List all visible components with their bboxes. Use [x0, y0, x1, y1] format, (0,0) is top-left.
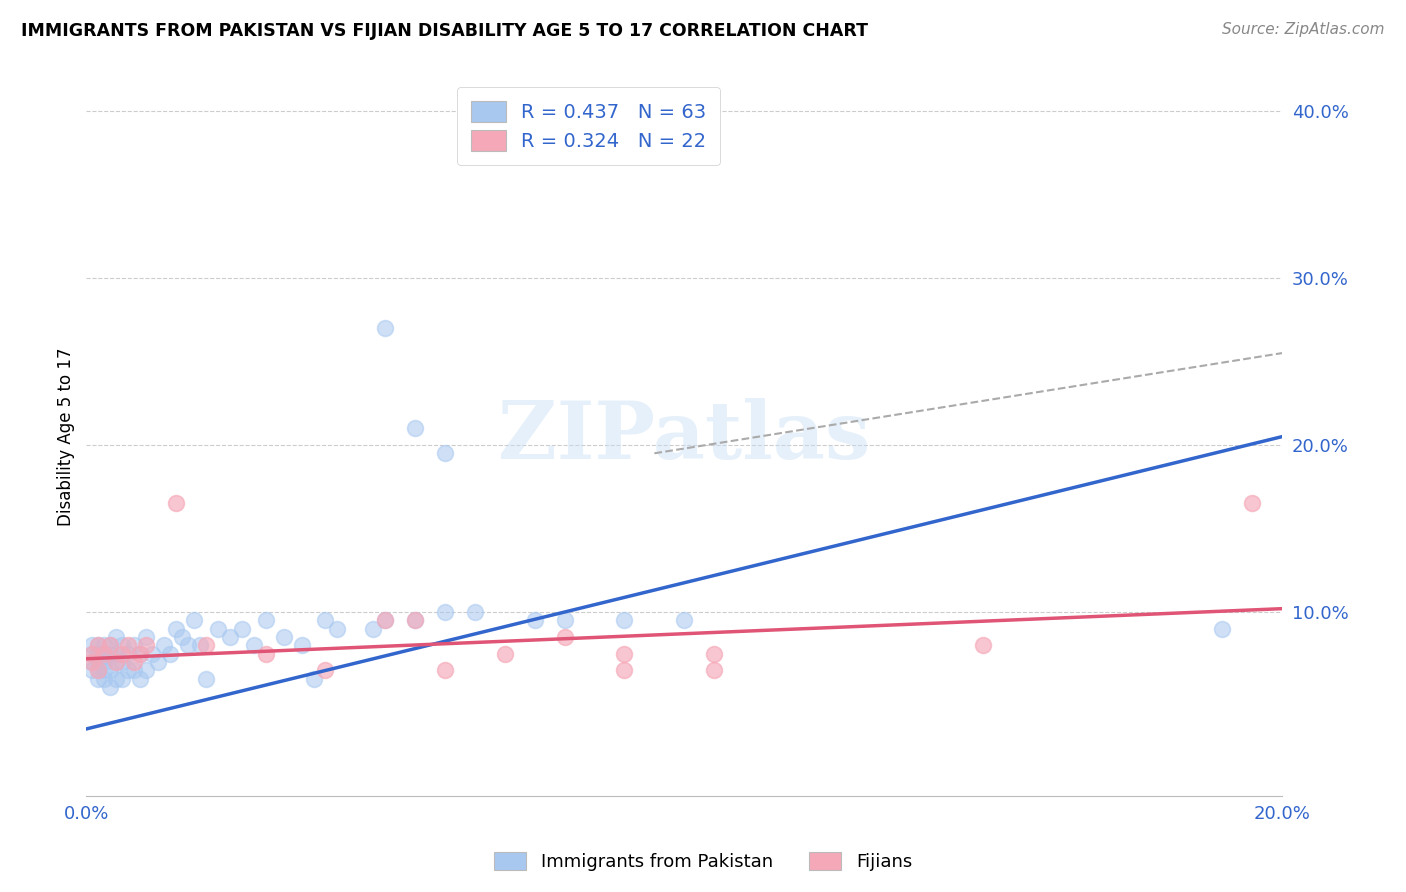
Point	[135, 630, 157, 644]
Point	[434, 605, 457, 619]
Text: IMMIGRANTS FROM PAKISTAN VS FIJIAN DISABILITY AGE 5 TO 17 CORRELATION CHART: IMMIGRANTS FROM PAKISTAN VS FIJIAN DISAB…	[21, 22, 868, 40]
Point	[93, 639, 115, 653]
Point	[117, 647, 139, 661]
Point	[82, 647, 104, 661]
Legend: R = 0.437   N = 63, R = 0.324   N = 22: R = 0.437 N = 63, R = 0.324 N = 22	[457, 87, 720, 164]
Point	[87, 664, 110, 678]
Point	[188, 639, 211, 653]
Point	[434, 664, 457, 678]
Point	[93, 664, 115, 678]
Point	[82, 647, 104, 661]
Point	[98, 647, 121, 661]
Point	[82, 655, 104, 669]
Point	[404, 421, 426, 435]
Point	[183, 613, 205, 627]
Point	[105, 655, 128, 669]
Point	[93, 672, 115, 686]
Point	[129, 647, 152, 661]
Point	[82, 639, 104, 653]
Point	[242, 639, 264, 653]
Point	[87, 647, 110, 661]
Text: ZIPatlas: ZIPatlas	[498, 398, 870, 475]
Point	[374, 613, 396, 627]
Point	[374, 321, 396, 335]
Point	[105, 655, 128, 669]
Point	[111, 655, 134, 669]
Point	[98, 664, 121, 678]
Point	[93, 655, 115, 669]
Point	[554, 630, 576, 644]
Point	[464, 605, 486, 619]
Point	[111, 647, 134, 661]
Point	[111, 639, 134, 653]
Point	[117, 664, 139, 678]
Point	[404, 613, 426, 627]
Point	[122, 664, 145, 678]
Point	[1241, 496, 1264, 510]
Y-axis label: Disability Age 5 to 17: Disability Age 5 to 17	[58, 347, 75, 526]
Point	[177, 639, 200, 653]
Point	[494, 647, 516, 661]
Point	[194, 639, 217, 653]
Point	[254, 613, 277, 627]
Point	[87, 664, 110, 678]
Point	[129, 672, 152, 686]
Point	[218, 630, 240, 644]
Point	[98, 639, 121, 653]
Point	[135, 664, 157, 678]
Point	[434, 446, 457, 460]
Point	[105, 647, 128, 661]
Point	[703, 647, 725, 661]
Point	[165, 622, 187, 636]
Point	[98, 639, 121, 653]
Point	[326, 622, 349, 636]
Point	[314, 664, 336, 678]
Point	[105, 630, 128, 644]
Point	[374, 613, 396, 627]
Point	[153, 639, 176, 653]
Point	[111, 672, 134, 686]
Point	[273, 630, 295, 644]
Point	[122, 639, 145, 653]
Point	[554, 613, 576, 627]
Point	[93, 647, 115, 661]
Point	[972, 639, 994, 653]
Point	[231, 622, 253, 636]
Point	[523, 613, 546, 627]
Point	[703, 664, 725, 678]
Point	[363, 622, 385, 636]
Point	[613, 647, 636, 661]
Point	[87, 672, 110, 686]
Point	[141, 647, 163, 661]
Point	[165, 496, 187, 510]
Point	[314, 613, 336, 627]
Point	[159, 647, 181, 661]
Point	[87, 639, 110, 653]
Point	[82, 664, 104, 678]
Point	[290, 639, 312, 653]
Point	[122, 655, 145, 669]
Point	[302, 672, 325, 686]
Point	[146, 655, 169, 669]
Point	[117, 639, 139, 653]
Point	[170, 630, 193, 644]
Point	[93, 647, 115, 661]
Point	[87, 655, 110, 669]
Point	[254, 647, 277, 661]
Point	[1211, 622, 1233, 636]
Point	[87, 639, 110, 653]
Text: Source: ZipAtlas.com: Source: ZipAtlas.com	[1222, 22, 1385, 37]
Point	[129, 647, 152, 661]
Point	[135, 639, 157, 653]
Point	[98, 680, 121, 694]
Point	[105, 672, 128, 686]
Point	[613, 613, 636, 627]
Point	[404, 613, 426, 627]
Legend: Immigrants from Pakistan, Fijians: Immigrants from Pakistan, Fijians	[486, 845, 920, 879]
Point	[207, 622, 229, 636]
Point	[613, 664, 636, 678]
Point	[82, 655, 104, 669]
Point	[673, 613, 696, 627]
Point	[194, 672, 217, 686]
